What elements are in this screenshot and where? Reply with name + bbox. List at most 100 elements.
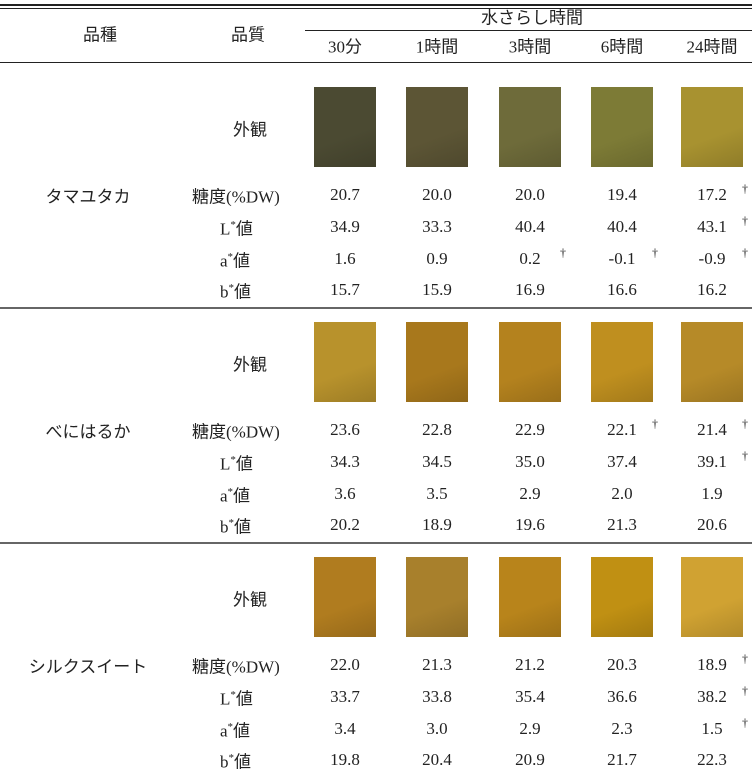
group-rule: [305, 30, 752, 31]
appearance-label: 外観: [233, 120, 267, 140]
row-label-sup: *: [227, 720, 234, 733]
cell-value: 16.9: [515, 280, 545, 299]
cell-value: 3.0: [426, 719, 448, 738]
header-variety: 品種: [83, 25, 117, 45]
cell-value: 21.3: [422, 655, 452, 674]
cell-value: 43.1: [697, 217, 727, 236]
cell-value: 20.0: [422, 185, 452, 204]
cell-value: 33.7: [330, 687, 360, 706]
cell-value: -0.9: [698, 249, 726, 268]
cell-value: 1.6: [334, 249, 356, 268]
row-label-suffix: 値: [234, 517, 251, 537]
cell-value: 34.5: [422, 452, 452, 471]
cell-mark: †: [742, 715, 748, 730]
appearance-swatch: [591, 557, 653, 637]
appearance-swatch: [406, 557, 468, 637]
cell-value: 34.3: [330, 452, 360, 471]
cell-value: 3.6: [334, 484, 356, 503]
cell-value: 35.4: [515, 687, 545, 706]
cell-mark: †: [742, 448, 748, 463]
row-label: L*値: [220, 215, 253, 240]
row-label-base: L: [220, 219, 231, 239]
row-label-base: L: [220, 454, 231, 474]
cell-value: 22.1: [607, 420, 637, 439]
cell-value: 1.5: [701, 719, 723, 738]
row-label-suffix: 値: [234, 752, 251, 772]
appearance-swatch: [314, 322, 376, 402]
header-time: 1時間: [415, 37, 459, 57]
row-label-base: a: [220, 486, 228, 506]
row-label-suffix: 値: [233, 486, 251, 506]
row-label-suffix: 値: [235, 689, 253, 709]
cell-mark: †: [742, 683, 748, 698]
row-label-base: a: [220, 721, 228, 741]
row-label-suffix: 値: [235, 454, 253, 474]
appearance-swatch: [406, 322, 468, 402]
row-label: 糖度(%DW): [192, 183, 280, 208]
appearance-swatch: [591, 322, 653, 402]
row-label: a*値: [220, 247, 250, 272]
variety-name: タマユタカ: [45, 187, 131, 207]
appearance-label: 外観: [233, 590, 267, 610]
cell-value: 2.9: [519, 484, 541, 503]
section-rule: [0, 542, 752, 544]
cell-value: 18.9: [697, 655, 727, 674]
appearance-swatch: [314, 87, 376, 167]
appearance-swatch: [499, 557, 561, 637]
row-label-sup: *: [227, 250, 234, 263]
cell-value: 23.6: [330, 420, 360, 439]
cell-value: 21.4: [697, 420, 727, 439]
row-label: L*値: [220, 685, 253, 710]
cell-value: 19.6: [515, 515, 545, 534]
cell-value: 21.3: [607, 515, 637, 534]
cell-value: 20.3: [607, 655, 637, 674]
row-label: 糖度(%DW): [192, 653, 280, 678]
appearance-swatch: [591, 87, 653, 167]
cell-value: 21.2: [515, 655, 545, 674]
row-label-base: b: [220, 517, 229, 537]
cell-value: 33.3: [422, 217, 452, 236]
section-rule: [0, 307, 752, 309]
row-label-sup: *: [230, 218, 236, 231]
row-label-sup: *: [228, 516, 235, 529]
row-label-suffix: 値: [233, 721, 251, 741]
row-label-suffix: 値: [235, 219, 253, 239]
cell-mark: †: [560, 245, 566, 260]
variety-name: シルクスイート: [28, 657, 148, 677]
header-quality: 品質: [231, 25, 265, 45]
cell-value: 37.4: [607, 452, 637, 471]
cell-value: 2.9: [519, 719, 541, 738]
cell-value: 38.2: [697, 687, 727, 706]
row-label-sup: *: [228, 281, 235, 294]
appearance-swatch: [681, 87, 743, 167]
top-rule: [0, 4, 752, 6]
row-label-base: b: [220, 282, 229, 302]
appearance-swatch: [314, 557, 376, 637]
row-label-sup: *: [228, 751, 235, 764]
row-label: b*値: [220, 513, 251, 538]
cell-value: 15.7: [330, 280, 360, 299]
cell-value: 22.8: [422, 420, 452, 439]
cell-value: 2.3: [611, 719, 633, 738]
appearance-swatch: [406, 87, 468, 167]
cell-value: 22.3: [697, 750, 727, 769]
header-time: 6時間: [600, 37, 644, 57]
cell-value: 19.8: [330, 750, 360, 769]
cell-value: 20.2: [330, 515, 360, 534]
appearance-swatch: [499, 87, 561, 167]
variety-name: べにはるか: [45, 422, 131, 442]
cell-mark: †: [742, 245, 748, 260]
row-label-sup: *: [230, 453, 236, 466]
cell-value: 16.2: [697, 280, 727, 299]
cell-mark: †: [652, 416, 658, 431]
cell-value: 2.0: [611, 484, 633, 503]
cell-mark: †: [742, 181, 748, 196]
row-label-base: 糖度(%DW): [192, 422, 280, 442]
cell-value: 36.6: [607, 687, 637, 706]
cell-value: 21.7: [607, 750, 637, 769]
row-label-base: L: [220, 689, 231, 709]
cell-value: -0.1: [608, 249, 636, 268]
cell-value: 40.4: [515, 217, 545, 236]
top-rule: [0, 8, 752, 9]
